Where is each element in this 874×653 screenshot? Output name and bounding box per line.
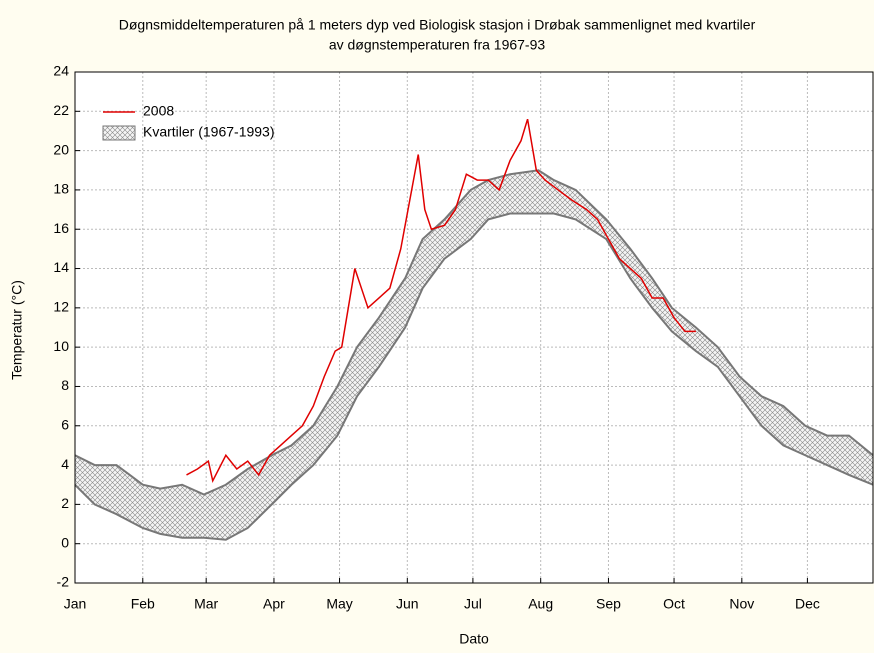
y-tick-label: 24 <box>53 63 69 79</box>
upper-quartile-line <box>74 169 874 496</box>
x-tick-label: Apr <box>263 596 285 612</box>
series-line <box>186 118 696 483</box>
lower-quartile-line <box>74 212 874 541</box>
y-tick-label: 2 <box>61 495 69 511</box>
chart-title: Døgnsmiddeltemperaturen på 1 meters dyp … <box>119 17 756 33</box>
y-tick-label: 18 <box>53 181 69 197</box>
x-tick-label: Jul <box>464 596 482 612</box>
plot-frame <box>74 71 874 584</box>
y-axis-label: Temperatur (°C) <box>9 280 25 380</box>
x-axis-label: Dato <box>459 631 489 647</box>
quartile-band <box>75 170 873 540</box>
y-tick-label: 22 <box>53 102 69 118</box>
y-tick-label: 16 <box>53 220 69 236</box>
x-tick-label: Sep <box>596 596 621 612</box>
legend-label: 2008 <box>143 103 174 119</box>
chart-title: av døgnstemperaturen fra 1967-93 <box>329 37 546 53</box>
y-tick-label: 0 <box>61 534 69 550</box>
x-tick-label: Nov <box>729 596 754 612</box>
y-tick-label: 14 <box>53 259 69 275</box>
x-tick-label: Mar <box>194 596 218 612</box>
x-tick-label: Feb <box>131 596 155 612</box>
x-tick-label: Aug <box>528 596 553 612</box>
y-tick-label: 12 <box>53 299 69 315</box>
legend-swatch <box>102 125 136 141</box>
x-tick-label: Oct <box>663 596 685 612</box>
y-tick-label: 6 <box>61 416 69 432</box>
x-tick-label: May <box>326 596 352 612</box>
x-tick-label: Jan <box>64 596 87 612</box>
y-tick-label: 10 <box>53 338 69 354</box>
y-tick-label: 4 <box>61 456 69 472</box>
y-tick-label: -2 <box>57 574 70 590</box>
legend-label: Kvartiler (1967-1993) <box>143 124 275 140</box>
x-tick-label: Dec <box>795 596 820 612</box>
y-tick-label: 20 <box>53 141 69 157</box>
y-tick-label: 8 <box>61 377 69 393</box>
x-tick-label: Jun <box>396 596 419 612</box>
